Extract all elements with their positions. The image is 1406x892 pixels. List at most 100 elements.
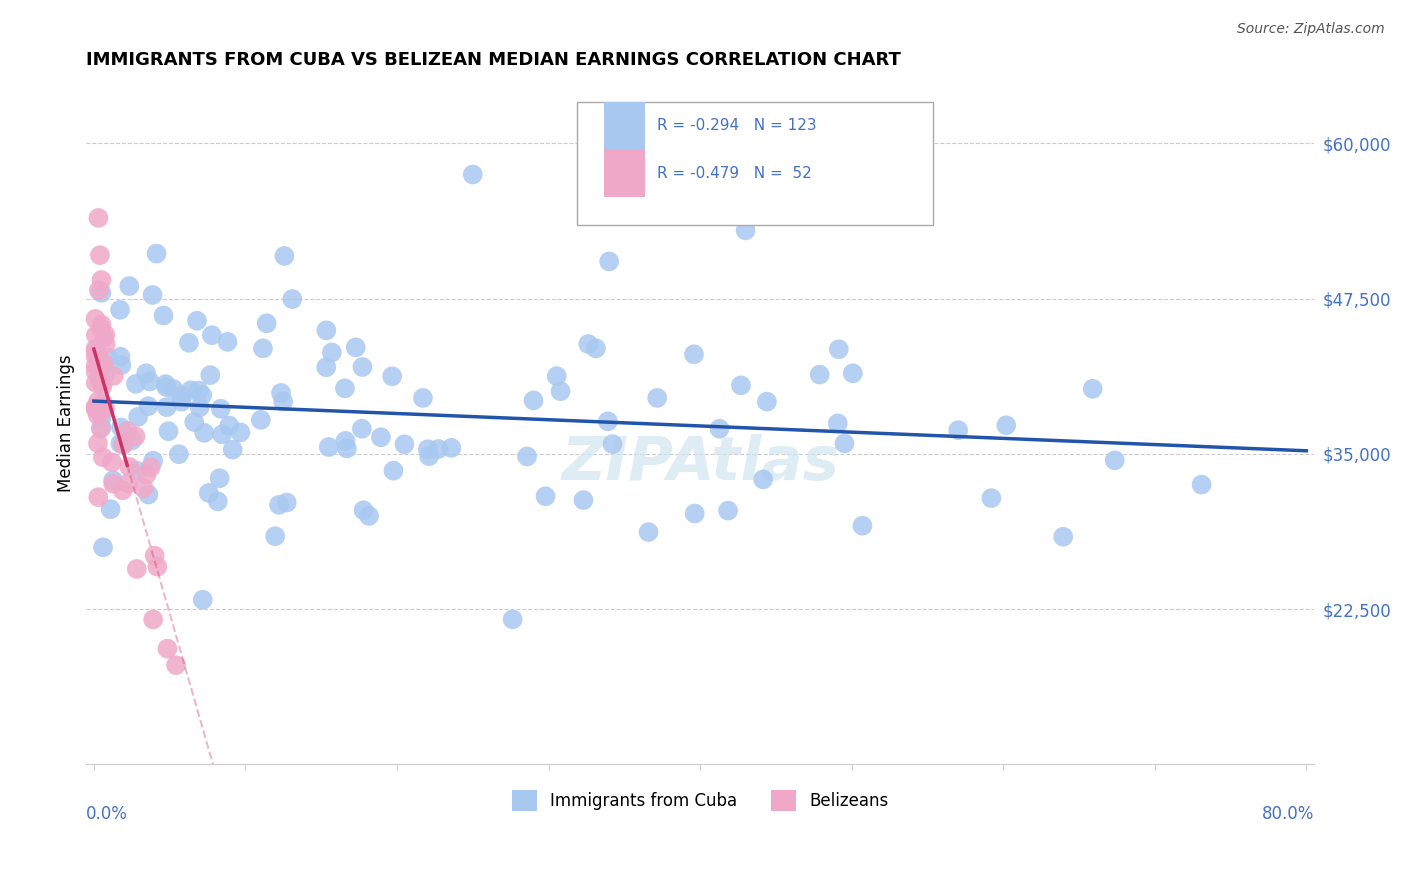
Point	[84, 376, 107, 390]
Point	[709, 422, 731, 436]
Point	[808, 368, 831, 382]
Point	[135, 366, 157, 380]
Point	[112, 438, 135, 452]
Point	[110, 358, 132, 372]
Text: 0.0%: 0.0%	[86, 805, 128, 823]
Point	[90, 421, 112, 435]
Point	[281, 292, 304, 306]
Point	[315, 323, 337, 337]
Point	[333, 381, 356, 395]
Point	[118, 460, 141, 475]
Point	[90, 420, 112, 434]
Point	[89, 399, 111, 413]
Point	[752, 472, 775, 486]
Point	[110, 436, 132, 450]
Point	[91, 396, 114, 410]
Point	[546, 369, 568, 384]
Point	[1052, 530, 1074, 544]
Point	[141, 288, 163, 302]
Point	[139, 375, 162, 389]
Point	[90, 318, 112, 332]
Point	[146, 559, 169, 574]
Text: Source: ZipAtlas.com: Source: ZipAtlas.com	[1237, 22, 1385, 37]
Point	[842, 367, 865, 381]
Point	[502, 612, 524, 626]
Point	[572, 493, 595, 508]
Point	[89, 402, 111, 417]
Point	[132, 482, 155, 496]
Point	[84, 401, 107, 415]
Point	[440, 441, 463, 455]
Point	[229, 425, 252, 440]
Point	[84, 312, 107, 326]
Point	[1191, 477, 1213, 491]
Point	[125, 464, 148, 478]
Point	[90, 321, 112, 335]
Point	[90, 273, 112, 287]
Point	[89, 373, 111, 387]
Bar	[605, 102, 645, 150]
Point	[1081, 382, 1104, 396]
Point	[828, 343, 851, 357]
Point	[344, 340, 367, 354]
Point	[208, 471, 231, 485]
Text: R = -0.294   N = 123: R = -0.294 N = 123	[657, 119, 817, 133]
Point	[382, 464, 405, 478]
Point	[318, 440, 340, 454]
Point	[180, 384, 202, 398]
Point	[124, 429, 146, 443]
Point	[315, 360, 337, 375]
Point	[101, 476, 124, 491]
Point	[87, 211, 110, 225]
Point	[596, 414, 619, 428]
Point	[110, 420, 132, 434]
Point	[250, 413, 273, 427]
Point	[87, 490, 110, 504]
Text: 80.0%: 80.0%	[1261, 805, 1315, 823]
Point	[598, 254, 620, 268]
Point	[217, 334, 239, 349]
Point	[170, 389, 193, 403]
Point	[117, 424, 139, 438]
Point	[585, 342, 607, 356]
Point	[188, 401, 211, 415]
Point	[534, 489, 557, 503]
Point	[222, 442, 245, 457]
Point	[335, 434, 357, 448]
Point	[252, 342, 274, 356]
Point	[157, 424, 180, 438]
Point	[127, 409, 149, 424]
Point	[94, 401, 117, 416]
Point	[100, 502, 122, 516]
Point	[110, 350, 132, 364]
Point	[177, 335, 200, 350]
Point	[267, 498, 290, 512]
Point	[94, 367, 117, 381]
Point	[87, 283, 110, 297]
Point	[138, 487, 160, 501]
Point	[84, 344, 107, 359]
Point	[142, 454, 165, 468]
Point	[84, 342, 107, 356]
Point	[516, 450, 538, 464]
Point	[271, 394, 294, 409]
Point	[602, 437, 624, 451]
Point	[948, 423, 970, 437]
Point	[717, 503, 740, 517]
Point	[851, 518, 873, 533]
Y-axis label: Median Earnings: Median Earnings	[58, 354, 75, 491]
Point	[86, 408, 108, 422]
Point	[352, 359, 374, 374]
Point	[121, 434, 143, 448]
Point	[145, 246, 167, 260]
Point	[91, 358, 114, 372]
Point	[162, 382, 184, 396]
Point	[683, 347, 706, 361]
Point	[370, 430, 392, 444]
Point	[87, 394, 110, 409]
Point	[90, 375, 112, 389]
Point	[381, 369, 404, 384]
Point	[165, 658, 187, 673]
Point	[734, 223, 756, 237]
Point	[84, 349, 107, 363]
